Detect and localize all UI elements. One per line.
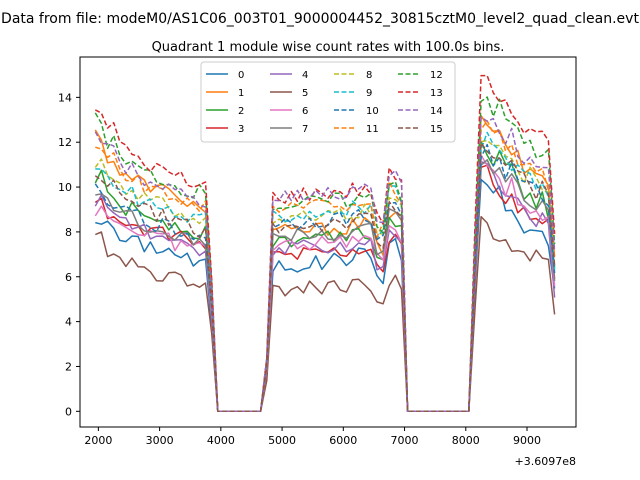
x-tick-label-6: 8000 [452,434,480,447]
series-line-15 [94,142,556,413]
legend-label-9: 9 [366,88,372,99]
figure-suptitle: Data from file: modeM0/AS1C06_003T01_900… [1,11,639,27]
series-line-5 [95,215,556,413]
legend-label-13: 13 [430,88,443,99]
legend-label-10: 10 [366,106,379,117]
legend-label-5: 5 [302,88,308,99]
y-tick-label-3: 6 [65,271,72,284]
y-tick-label-0: 0 [65,405,72,418]
x-tick-label-5: 7000 [391,434,419,447]
y-tick-label-1: 2 [65,360,72,373]
y-tick-label-6: 12 [58,136,72,149]
legend-label-11: 11 [366,124,379,135]
legend-box [200,61,456,143]
y-tick-label-5: 10 [58,181,72,194]
legend-label-6: 6 [302,106,308,117]
legend-label-0: 0 [238,70,244,81]
legend-label-12: 12 [430,70,443,81]
legend-label-3: 3 [238,124,244,135]
x-tick-label-1: 3000 [146,434,174,447]
y-tick-label-7: 14 [58,91,72,104]
x-tick-label-2: 4000 [207,434,235,447]
x-tick-label-4: 6000 [329,434,357,447]
legend-label-4: 4 [302,70,308,81]
chart-title: Quadrant 1 module wise count rates with … [152,40,505,55]
legend-label-15: 15 [430,124,443,135]
plot-frame [79,56,577,428]
y-tick-label-2: 4 [65,316,72,329]
x-tick-label-7: 9000 [513,434,541,447]
x-tick-label-3: 5000 [268,434,296,447]
series-line-13 [94,74,556,413]
x-tick-label-0: 2000 [84,434,112,447]
x-axis: 2000 3000 4000 5000 6000 7000 8000 9000 [84,427,541,447]
y-tick-label-4: 8 [65,226,72,239]
legend-label-2: 2 [238,106,244,117]
legend-label-1: 1 [238,88,244,99]
legend-label-8: 8 [366,70,372,81]
y-axis: 0 2 4 6 8 10 12 14 [58,91,80,418]
legend-label-14: 14 [430,106,443,117]
x-offset-label: +3.6097e8 [515,455,576,468]
plot-lines [94,74,556,413]
legend-label-7: 7 [302,124,308,135]
